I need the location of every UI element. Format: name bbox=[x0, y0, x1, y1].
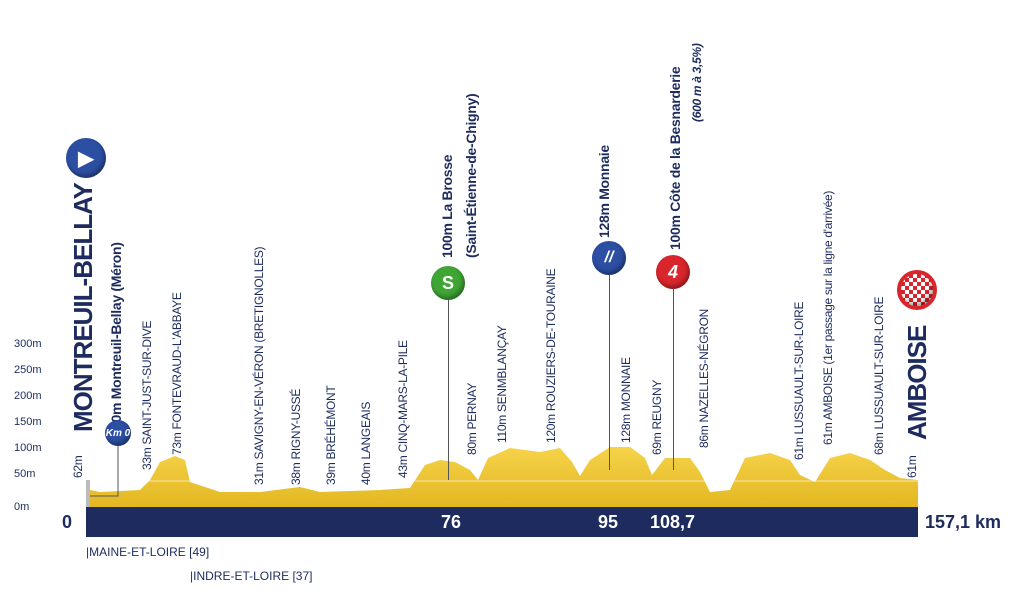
start-altitude: 62m bbox=[71, 455, 85, 478]
finish-town: AMBOISE bbox=[902, 325, 932, 440]
place-label: 31m SAVIGNY-EN-VÉRON (BRETIGNOLLES) bbox=[252, 246, 266, 485]
y-tick: 200m bbox=[14, 390, 42, 402]
sprint-label: 100m La Brosse bbox=[439, 154, 455, 258]
department-label: |MAINE-ET-LOIRE [49] bbox=[86, 545, 210, 559]
climb-stem bbox=[673, 289, 674, 470]
place-label: 120m ROUZIERS-DE-TOURAINE bbox=[544, 268, 558, 443]
place-label: 38m RIGNY-USSÉ bbox=[289, 388, 303, 485]
start-bar bbox=[86, 480, 90, 508]
climb-detail: (600 m à 3,5%) bbox=[690, 43, 704, 122]
km-sprint1: 76 bbox=[441, 512, 462, 532]
finish-flag-icon bbox=[897, 270, 937, 310]
km-sprint2: 95 bbox=[598, 512, 619, 532]
bonus-label: 128m Monnaie bbox=[596, 145, 612, 238]
sprint-stem bbox=[448, 300, 449, 480]
place-label: 61m LUSSUAULT-SUR-LOIRE bbox=[792, 301, 806, 460]
climb-cat4-icon: 4 bbox=[656, 255, 690, 289]
place-label: 40m LANGEAIS bbox=[359, 401, 373, 485]
climb-label: 100m Côte de la Besnarderie bbox=[667, 66, 683, 250]
y-tick: 0m bbox=[14, 501, 30, 513]
km-climb: 108,7 bbox=[650, 512, 696, 532]
y-tick: 100m bbox=[14, 442, 42, 454]
bonus-sprint-icon: // bbox=[592, 241, 626, 275]
place-label: 68m LUSSUAULT-SUR-LOIRE bbox=[872, 296, 886, 455]
department-label: |INDRE-ET-LOIRE [37] bbox=[190, 569, 313, 583]
bonus-stem bbox=[609, 275, 610, 470]
km-end: 157,1 km bbox=[925, 512, 1002, 532]
place-label: 43m CINQ-MARS-LA-PILE bbox=[396, 340, 410, 478]
start-town: MONTREUIL-BELLAY bbox=[68, 183, 98, 432]
sprint-points-icon: S bbox=[431, 266, 465, 300]
place-label: 39m BRÉHÉMONT bbox=[324, 385, 338, 485]
profile-area bbox=[90, 447, 918, 507]
km0-label: 50m Montreuil-Bellay (Méron) bbox=[108, 242, 124, 430]
sprint-sublabel: (Saint-Étienne-de-Chigny) bbox=[463, 93, 479, 258]
km0-icon: Km 0 bbox=[105, 420, 131, 446]
place-label: 61m AMBOISE (1er passage sur la ligne d'… bbox=[821, 190, 835, 445]
km-band bbox=[86, 507, 918, 537]
start-icon: ▶ bbox=[66, 138, 106, 178]
place-label: 73m FONTEVRAUD-L'ABBAYE bbox=[170, 292, 184, 455]
y-tick: 50m bbox=[14, 468, 36, 480]
finish-altitude: 61m bbox=[905, 455, 919, 478]
place-label: 110m SENMBLANÇAY bbox=[495, 325, 509, 443]
y-tick: 150m bbox=[14, 416, 42, 428]
place-label: 33m SAINT-JUST-SUR-DIVE bbox=[140, 320, 154, 470]
place-label: 69m REUGNY bbox=[650, 379, 664, 455]
place-label: 86m NAZELLES-NÉGRON bbox=[697, 308, 711, 448]
place-label: 128m MONNAIE bbox=[619, 357, 633, 443]
y-tick: 250m bbox=[14, 364, 42, 376]
km-start: 0 bbox=[62, 512, 73, 532]
y-tick: 300m bbox=[14, 338, 42, 350]
place-label: 80m PERNAY bbox=[465, 382, 479, 455]
